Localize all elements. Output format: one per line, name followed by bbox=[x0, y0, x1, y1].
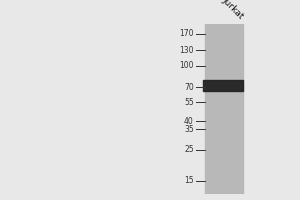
Text: 170: 170 bbox=[179, 29, 194, 38]
Text: 15: 15 bbox=[184, 176, 194, 185]
Text: 35: 35 bbox=[184, 125, 194, 134]
Text: Jurkat: Jurkat bbox=[220, 0, 245, 21]
Text: 25: 25 bbox=[184, 145, 194, 154]
Text: 100: 100 bbox=[179, 61, 194, 70]
Text: 130: 130 bbox=[179, 46, 194, 55]
Text: 70: 70 bbox=[184, 83, 194, 92]
Bar bbox=[205, 24, 243, 194]
Text: 55: 55 bbox=[184, 98, 194, 107]
Text: 40: 40 bbox=[184, 117, 194, 126]
